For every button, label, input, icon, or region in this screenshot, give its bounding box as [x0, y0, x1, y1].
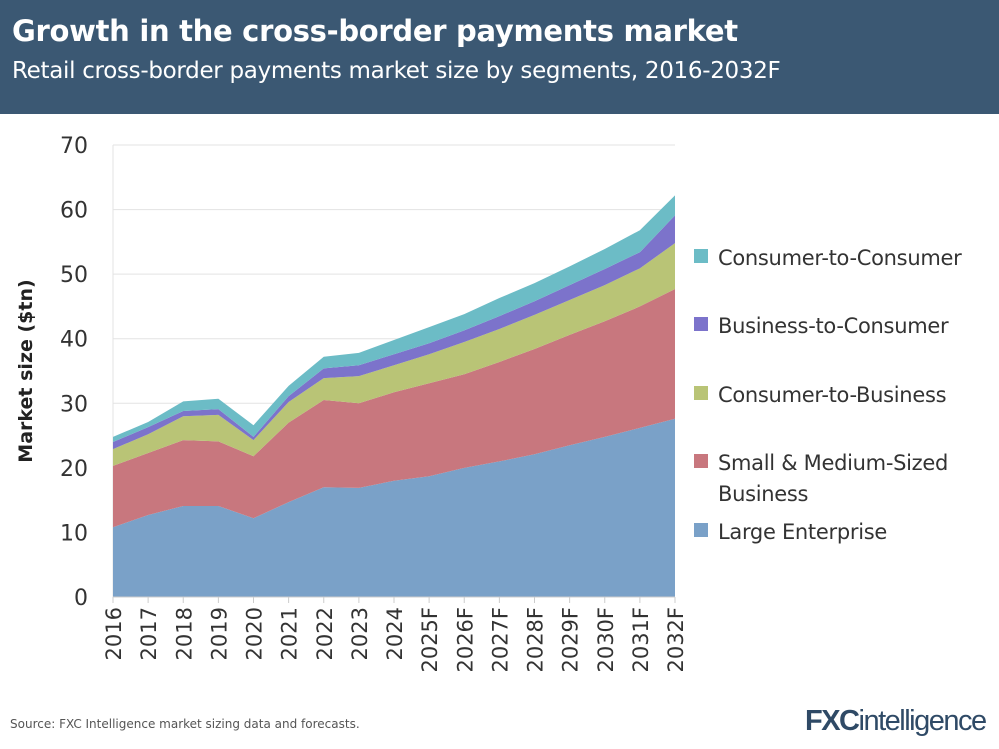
- x-tick-label: 2032F: [664, 607, 688, 673]
- y-tick-label: 20: [60, 457, 88, 482]
- x-tick-label: 2027F: [488, 607, 512, 673]
- fxc-intelligence-logo: FXCintelligence: [805, 705, 987, 737]
- chart-title: Growth in the cross-border payments mark…: [12, 14, 738, 48]
- chart-subtitle: Retail cross-border payments market size…: [12, 58, 781, 84]
- legend-swatch: [694, 523, 708, 537]
- x-tick-label: 2030F: [594, 607, 618, 673]
- x-tick-label: 2028F: [524, 607, 548, 673]
- x-tick-label: 2019: [207, 607, 231, 660]
- x-tick-label: 2018: [172, 607, 196, 660]
- y-tick-label: 50: [60, 263, 88, 288]
- x-tick-label: 2017: [137, 607, 161, 660]
- legend-swatch: [694, 454, 708, 468]
- x-tick-label: 2024: [383, 607, 407, 660]
- x-tick-label: 2021: [278, 607, 302, 660]
- x-tick-label: 2020: [243, 607, 267, 660]
- legend-label: Small & Medium-Sized Business: [718, 451, 949, 506]
- y-axis-label: Market size ($tn): [15, 279, 37, 462]
- area-consumer-to-consumer: [113, 195, 675, 443]
- x-tick-label: 2025F: [418, 607, 442, 673]
- x-tick-label: 2022: [313, 607, 337, 660]
- y-tick-label: 60: [60, 199, 88, 224]
- legend-swatch: [694, 249, 708, 263]
- y-tick-label: 70: [60, 134, 88, 159]
- area-consumer-to-business: [113, 243, 675, 466]
- legend-label: Large Enterprise: [718, 520, 887, 544]
- x-tick-label: 2026F: [453, 607, 477, 673]
- legend-label: Business-to-Consumer: [718, 314, 949, 338]
- legend-swatch: [694, 317, 708, 331]
- y-tick-label: 40: [60, 328, 88, 353]
- x-tick-label: 2031F: [629, 607, 653, 673]
- legend-swatch: [694, 386, 708, 400]
- area-small-medium-sized-business: [113, 288, 675, 528]
- source-note: Source: FXC Intelligence market sizing d…: [10, 717, 360, 731]
- x-tick-label: 2029F: [559, 607, 583, 673]
- x-tick-label: 2016: [102, 607, 126, 660]
- y-tick-label: 10: [60, 521, 88, 546]
- legend-label: Consumer-to-Consumer: [718, 246, 962, 270]
- x-tick-label: 2023: [348, 607, 372, 660]
- y-tick-label: 30: [60, 392, 88, 417]
- header-banner: Growth in the cross-border payments mark…: [0, 0, 999, 114]
- legend-label: Consumer-to-Business: [718, 383, 947, 407]
- y-tick-label: 0: [74, 586, 88, 611]
- area-large-enterprise: [113, 418, 675, 597]
